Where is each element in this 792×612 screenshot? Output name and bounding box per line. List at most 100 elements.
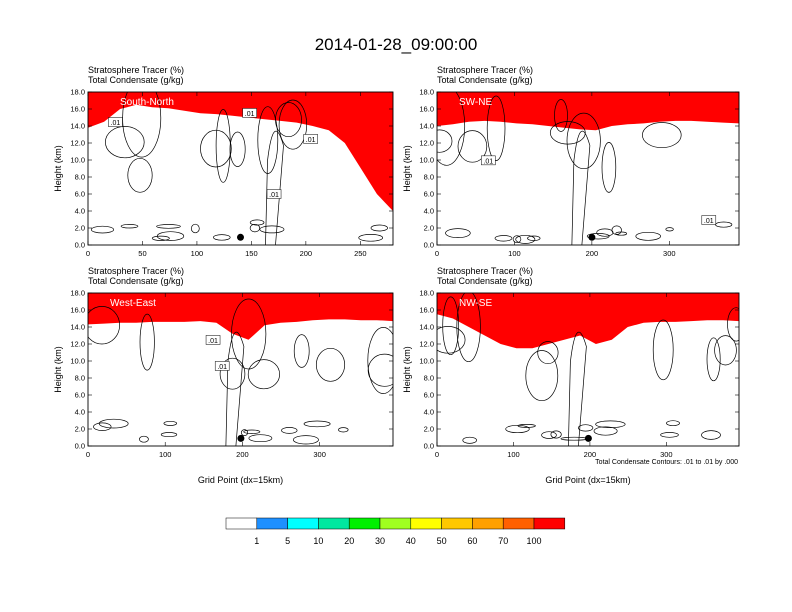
y-tick-label: 10.0 [70,156,85,165]
contour-cell [457,130,488,163]
x-tick-label: 0 [86,450,90,459]
colorbar-label: 40 [406,536,416,546]
location-marker [237,233,244,241]
contour-cell-low [338,427,349,433]
contour-cell-low [517,424,536,428]
condensate-contours [437,293,739,446]
x-tick-label: 0 [435,450,439,459]
contour-cell [88,306,120,345]
y-axis-label: Height (km) [402,145,412,192]
contour-cell-low [494,235,513,242]
colorbar-label: 50 [437,536,447,546]
contour-label-box [266,189,282,199]
contour-cell-low [249,219,265,226]
condensate-contours [437,92,733,245]
plot-frame [436,91,740,246]
contour-cell-low [303,420,331,428]
contour-cell [219,357,246,390]
contour-cell [215,109,231,183]
contour-cell [275,102,302,138]
contour-cell [486,95,506,161]
subtitle-condensate: Total Condensate (g/kg) [437,276,533,286]
x-tick-label: 100 [507,450,520,459]
x-tick-label: 200 [584,450,597,459]
contour-cell-low [370,224,388,232]
location-marker [584,434,592,442]
y-tick-label: 18.0 [70,88,85,97]
colorbar-label: 30 [375,536,385,546]
y-tick-label: 10.0 [70,357,85,366]
contour-cell-low [120,224,139,229]
subtitle-condensate: Total Condensate (g/kg) [88,75,184,85]
subtitle-condensate: Total Condensate (g/kg) [88,276,184,286]
contour-cell-low [163,420,178,426]
contour-cell [127,157,153,193]
y-axis-label: Height (km) [402,346,412,393]
y-tick-label: 12.0 [419,340,434,349]
contour-cell-low [462,436,477,444]
contour-cell-low [515,234,536,244]
contour-cell-low [292,435,319,445]
tracer-field [437,293,739,349]
y-tick-label: 12.0 [70,340,85,349]
contour-label: .01 [245,111,255,118]
contour-label: .01 [208,338,218,345]
y-tick-label: 16.0 [70,105,85,114]
colorbar-swatch [379,517,412,530]
contour-cell-low [240,429,249,436]
contour-cell-low [93,422,112,431]
subtitle-tracer: Stratosphere Tracer (%) [437,65,533,75]
colorbar-label: 20 [344,536,354,546]
panel-label: SW-NE [459,97,492,108]
contour-cell-low [156,231,185,241]
contour-cell [200,129,232,168]
y-tick-label: 16.0 [70,306,85,315]
x-axis-label: Grid Point (dx=15km) [198,475,283,485]
contour-label-box [481,155,496,166]
contour-cell-low [665,227,674,232]
x-tick-label: 200 [586,249,599,258]
x-axis-label: Grid Point (dx=15km) [545,475,630,485]
contour-cell-low [249,223,261,233]
subtitle-tracer: Stratosphere Tracer (%) [88,65,184,75]
y-tick-label: 2.0 [75,224,85,233]
contour-note: Total Condensate Contours: .01 to .01 by… [595,459,738,466]
colorbar-swatch [225,517,258,530]
contour-cell-low [445,228,471,238]
contour-cell-low [611,225,622,235]
colorbar-swatch [410,517,442,530]
contour-label-box [701,215,717,225]
colorbar-label: 5 [285,536,290,546]
y-tick-label: 8.0 [424,173,434,182]
contour-cell [714,335,737,366]
condensate-contours [88,298,393,446]
plot-frame [87,91,394,246]
y-tick-label: 0.0 [424,241,434,250]
condensate-contours [90,92,388,245]
contour-cell-low [512,235,522,244]
x-tick-label: 200 [236,450,249,459]
subtitle-tracer: Stratosphere Tracer (%) [437,266,533,276]
contour-cell-low [213,234,231,241]
panel-2: .01 .01 SW-NE Stratosphere Tracer (%)Total … [402,65,740,258]
y-axis-label: Height (km) [53,145,63,192]
contour-cell [566,112,601,170]
contour-label: .01 [269,192,279,199]
contour-cell [442,296,460,356]
contour-cell-low [151,235,170,241]
contour-label-box [303,134,318,144]
colorbar-swatch [287,517,319,530]
contour-cell [537,341,559,365]
contour-cell [231,298,267,370]
subtitle-tracer: Stratosphere Tracer (%) [88,266,184,276]
y-tick-label: 16.0 [419,306,434,315]
contour-cell [278,99,308,150]
y-tick-label: 8.0 [424,374,434,383]
y-tick-label: 4.0 [75,408,85,417]
contour-cell-low [243,429,261,434]
contour-cell-low [541,431,557,439]
contour-cell-low [259,225,285,234]
y-tick-label: 12.0 [70,139,85,148]
plot-frame [87,292,394,447]
y-tick-label: 0.0 [75,442,85,451]
